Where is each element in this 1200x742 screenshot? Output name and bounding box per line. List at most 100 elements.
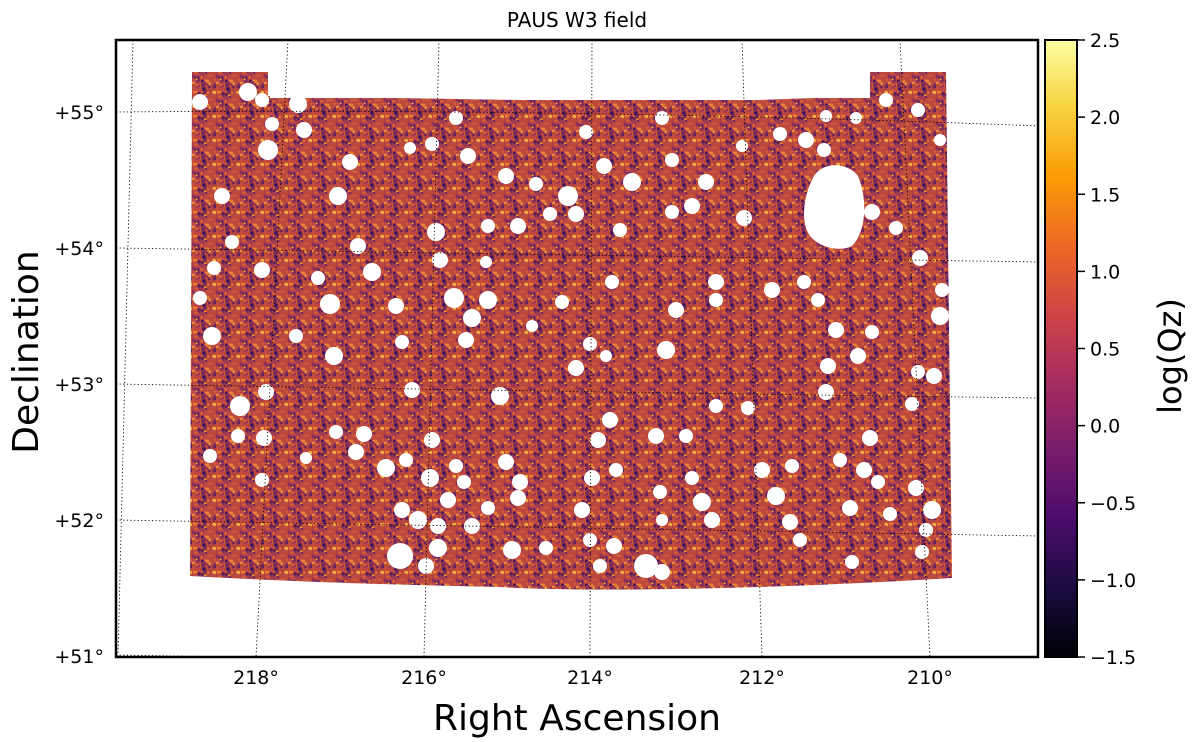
star-mask (463, 309, 481, 327)
star-mask (668, 302, 684, 318)
star-mask (444, 288, 464, 308)
star-mask (510, 218, 526, 234)
colorbar-tick-label: −0.5 (1090, 493, 1136, 515)
star-mask (399, 453, 413, 467)
colorbar-tick-label: −1.5 (1090, 647, 1136, 669)
star-mask (856, 462, 872, 478)
star-mask (449, 459, 463, 473)
star-mask (258, 384, 274, 400)
star-mask (609, 463, 623, 477)
star-mask (529, 177, 543, 191)
colorbar-tick-label: 0.5 (1090, 339, 1120, 361)
colorbar-tick-label: 1.0 (1090, 261, 1120, 283)
star-mask (704, 512, 720, 528)
star-mask (329, 425, 343, 439)
star-mask (865, 325, 879, 339)
star-mask (421, 469, 439, 487)
star-mask (606, 538, 622, 554)
star-mask (579, 125, 593, 139)
star-mask (255, 473, 269, 487)
star-mask (767, 487, 785, 505)
dec-grid-line (116, 110, 1038, 127)
star-mask (820, 110, 832, 122)
x-tick-label: 210° (907, 667, 953, 689)
star-mask (363, 263, 381, 281)
star-mask (574, 502, 590, 518)
star-mask (828, 322, 844, 338)
star-mask (460, 148, 476, 164)
star-mask (429, 539, 447, 557)
star-mask (654, 564, 670, 580)
star-mask (926, 368, 942, 384)
star-mask (911, 103, 925, 117)
star-mask (908, 480, 924, 496)
star-mask (479, 291, 497, 309)
y-axis-ticks: +51° +52° +53° +54° +55° (54, 102, 104, 668)
star-mask (613, 223, 627, 237)
plot-area (116, 40, 1038, 657)
star-mask (665, 153, 679, 167)
star-mask (584, 470, 600, 486)
star-mask (655, 111, 669, 125)
star-mask (782, 514, 798, 530)
star-mask (862, 430, 878, 446)
star-mask (289, 329, 303, 343)
star-mask (583, 533, 597, 547)
star-mask (440, 492, 456, 508)
colorbar-tick-label: 2.0 (1090, 107, 1120, 129)
star-mask (818, 384, 834, 400)
dec-grid-line (116, 519, 1038, 537)
star-mask (568, 206, 584, 222)
star-mask (427, 223, 445, 241)
star-mask (590, 432, 606, 448)
star-mask (912, 250, 928, 266)
star-mask (657, 341, 675, 359)
star-mask (480, 256, 492, 268)
star-mask (883, 507, 897, 521)
star-mask (684, 198, 700, 214)
star-mask (820, 358, 836, 374)
star-mask (239, 83, 257, 101)
star-mask (568, 360, 584, 376)
star-mask (850, 348, 866, 364)
star-mask (845, 555, 859, 569)
y-tick-label: +52° (54, 510, 104, 532)
star-mask (665, 205, 679, 219)
field-edge-mask (270, 72, 870, 98)
star-mask (555, 295, 569, 309)
star-mask (935, 283, 949, 297)
colorbar-tick-label: −1.0 (1090, 570, 1136, 592)
star-mask (811, 293, 825, 307)
star-mask (919, 523, 933, 537)
star-mask (915, 545, 929, 559)
star-mask (879, 93, 893, 107)
star-mask (708, 274, 724, 290)
colorbar-ticks: 2.5 2.0 1.5 1.0 0.5 0.0 −0.5 −1.0 −1.5 (1077, 30, 1136, 669)
star-mask (503, 541, 521, 559)
star-mask (193, 291, 207, 305)
star-mask (394, 502, 410, 518)
star-mask (558, 186, 578, 206)
star-mask (498, 454, 514, 470)
star-mask (255, 93, 269, 107)
colorbar-tick-label: 0.0 (1090, 416, 1120, 438)
star-mask (404, 382, 420, 398)
star-mask (254, 262, 270, 278)
star-mask (425, 137, 439, 151)
star-mask (842, 500, 858, 516)
x-axis-label: Right Ascension (433, 698, 721, 739)
star-mask (350, 238, 366, 254)
large-mask-region (804, 165, 865, 249)
star-mask (207, 261, 221, 275)
field-footprint (190, 72, 952, 590)
y-tick-label: +51° (54, 646, 104, 668)
star-mask (214, 188, 230, 204)
star-mask (754, 462, 770, 478)
star-mask (736, 140, 748, 152)
star-mask (543, 207, 557, 221)
star-mask (512, 474, 528, 490)
plot-frame (114, 38, 1040, 659)
star-mask (377, 459, 395, 477)
star-mask (698, 174, 714, 190)
star-mask (296, 122, 312, 138)
